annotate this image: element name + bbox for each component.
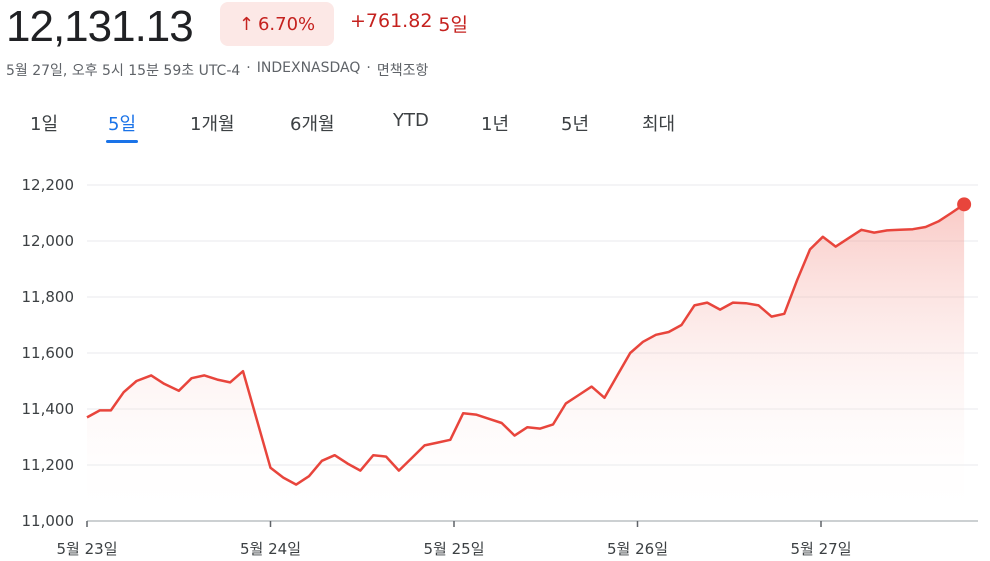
y-tick-label: 11,000 — [22, 512, 75, 530]
tab-5d[interactable]: 5일 — [106, 110, 139, 143]
change-value: +761.82 — [350, 10, 433, 32]
y-tick-label: 11,400 — [22, 400, 75, 418]
meta-separator: · — [366, 60, 371, 76]
change-period: 5일 — [438, 14, 468, 36]
arrow-up-icon: ↑ — [238, 13, 254, 35]
y-tick-label: 12,200 — [22, 176, 75, 194]
price-line — [86, 203, 965, 486]
change-percent-badge: ↑ 6.70% — [220, 2, 334, 46]
disclaimer-link[interactable]: 면책조항 — [376, 63, 429, 79]
x-tick-label: 5월 26일 — [607, 540, 668, 558]
tab-1d[interactable]: 1일 — [30, 114, 59, 135]
price-area-fill — [87, 204, 965, 522]
y-tick-label: 12,000 — [22, 232, 75, 250]
quote-meta: 5월 27일, 오후 5시 15분 59초 UTC-4 · INDEXNASDA… — [6, 60, 428, 80]
x-tick-label: 5월 24일 — [240, 540, 301, 558]
tab-max[interactable]: 최대 — [642, 114, 676, 135]
x-tick-label: 5월 23일 — [57, 540, 118, 558]
y-tick-label: 11,800 — [22, 288, 75, 306]
tab-1m[interactable]: 1개월 — [190, 114, 235, 135]
quote-datetime: 5월 27일, 오후 5시 15분 59초 UTC-4 — [6, 63, 241, 79]
y-tick-label: 11,600 — [22, 344, 75, 362]
tab-6m[interactable]: 6개월 — [290, 114, 335, 135]
y-tick-label: 11,200 — [22, 456, 75, 474]
tab-ytd[interactable]: YTD — [393, 110, 429, 131]
meta-separator: · — [246, 60, 251, 76]
exchange-name: INDEXNASDAQ — [256, 60, 361, 76]
current-price: 12,131.13 — [6, 2, 194, 51]
range-tabs: 1일 5일 1개월 6개월 YTD 1년 5년 최대 — [0, 110, 990, 150]
x-tick-label: 5월 27일 — [791, 540, 852, 558]
change-percent: 6.70% — [257, 13, 316, 35]
change-summary: +761.82 5일 — [350, 10, 468, 37]
x-tick-label: 5월 25일 — [424, 540, 485, 558]
tab-5y[interactable]: 5년 — [561, 114, 590, 135]
tab-1y[interactable]: 1년 — [481, 114, 510, 135]
active-tab-underline — [106, 140, 139, 143]
last-price-dot — [957, 197, 972, 212]
